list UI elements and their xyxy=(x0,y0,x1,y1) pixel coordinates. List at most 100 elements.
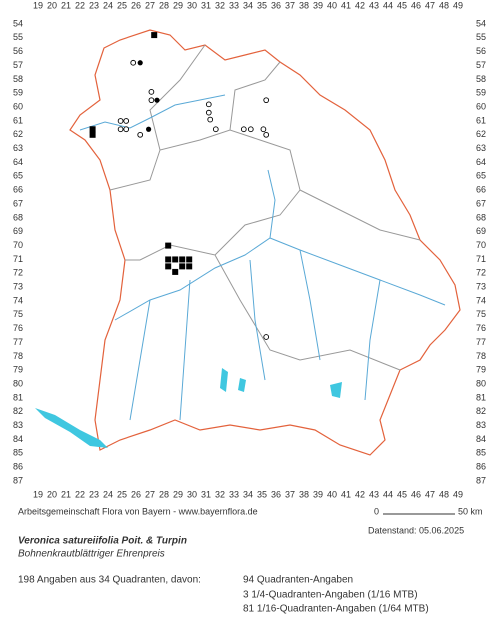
column-label: 41 xyxy=(341,0,351,10)
record-open xyxy=(263,131,270,138)
row-label: 71 xyxy=(476,254,486,264)
column-label: 45 xyxy=(397,489,407,499)
column-label: 21 xyxy=(61,489,71,499)
row-label: 79 xyxy=(476,365,486,375)
row-label: 77 xyxy=(13,337,23,347)
row-label: 62 xyxy=(476,129,486,139)
column-label: 26 xyxy=(131,0,141,10)
row-label: 59 xyxy=(476,88,486,98)
row-label: 72 xyxy=(13,268,23,278)
column-label: 49 xyxy=(453,489,463,499)
column-label: 42 xyxy=(355,489,365,499)
row-label: 70 xyxy=(13,240,23,250)
column-label: 37 xyxy=(285,489,295,499)
row-label: 87 xyxy=(13,475,23,485)
row-label: 67 xyxy=(13,198,23,208)
row-label: 64 xyxy=(13,157,23,167)
record-open xyxy=(207,116,214,123)
record-open xyxy=(263,334,270,340)
record-square xyxy=(165,256,172,263)
column-label: 43 xyxy=(369,0,379,10)
column-label: 22 xyxy=(75,489,85,499)
credit: Arbeitsgemeinschaft Flora von Bayern - w… xyxy=(18,506,258,516)
column-label: 24 xyxy=(103,489,113,499)
row-label: 80 xyxy=(13,378,23,388)
row-label: 82 xyxy=(476,406,486,416)
row-label: 62 xyxy=(13,129,23,139)
column-label: 36 xyxy=(271,489,281,499)
row-label: 85 xyxy=(476,448,486,458)
row-label: 78 xyxy=(476,351,486,361)
title: Veronica satureiifolia Poit. & Turpin xyxy=(18,536,187,547)
row-label: 57 xyxy=(13,60,23,70)
row-label: 54 xyxy=(13,18,23,28)
record-open xyxy=(205,109,212,116)
column-label: 35 xyxy=(257,489,267,499)
column-label: 20 xyxy=(47,489,57,499)
record-square xyxy=(172,256,179,263)
row-label: 84 xyxy=(476,434,486,444)
record-dot xyxy=(154,97,160,103)
row-label: 68 xyxy=(13,212,23,222)
row-label: 65 xyxy=(13,171,23,181)
row-label: 86 xyxy=(476,462,486,472)
row-label: 58 xyxy=(476,74,486,84)
row-label: 73 xyxy=(13,282,23,292)
row-label: 75 xyxy=(13,309,23,319)
row-label: 81 xyxy=(476,392,486,402)
record-square xyxy=(172,268,179,275)
row-label: 87 xyxy=(476,475,486,485)
record-open xyxy=(148,97,155,104)
row-label: 56 xyxy=(476,46,486,56)
row-label: 57 xyxy=(476,60,486,70)
record-open xyxy=(117,118,124,124)
column-label: 40 xyxy=(327,489,337,499)
record-open xyxy=(137,131,144,138)
column-label: 28 xyxy=(159,0,169,10)
column-label: 19 xyxy=(33,0,43,10)
record-square xyxy=(89,131,96,138)
row-label: 75 xyxy=(476,309,486,319)
date: Datenstand: 05.06.2025 xyxy=(368,525,464,535)
row-label: 54 xyxy=(476,18,486,28)
column-label: 41 xyxy=(341,489,351,499)
column-label: 32 xyxy=(215,489,225,499)
column-label: 19 xyxy=(33,489,43,499)
record-open xyxy=(212,126,219,133)
column-label: 26 xyxy=(131,489,141,499)
column-label: 37 xyxy=(285,0,295,10)
record-open xyxy=(247,126,254,133)
scale-start: 0 xyxy=(374,506,379,516)
breakdown-item: 3 1/4-Quadranten-Angaben (1/16 MTB) xyxy=(243,590,418,601)
subtitle: Bohnenkrautblättriger Ehrenpreis xyxy=(18,549,165,560)
column-label: 44 xyxy=(383,489,393,499)
summary: 198 Angaben aus 34 Quadranten, davon: xyxy=(18,575,201,586)
row-label: 70 xyxy=(476,240,486,250)
record-open xyxy=(240,126,247,133)
record-open xyxy=(263,97,270,104)
row-label: 79 xyxy=(13,365,23,375)
column-label: 27 xyxy=(145,489,155,499)
row-label: 66 xyxy=(476,185,486,195)
row-label: 66 xyxy=(13,185,23,195)
record-square xyxy=(151,32,158,39)
breakdown-item: 94 Quadranten-Angaben xyxy=(243,575,353,586)
row-label: 63 xyxy=(476,143,486,153)
column-label: 48 xyxy=(439,489,449,499)
column-label: 38 xyxy=(299,489,309,499)
column-label: 47 xyxy=(425,0,435,10)
row-label: 78 xyxy=(13,351,23,361)
column-label: 31 xyxy=(201,0,211,10)
column-label: 47 xyxy=(425,489,435,499)
column-label: 23 xyxy=(89,0,99,10)
column-label: 28 xyxy=(159,489,169,499)
column-label: 27 xyxy=(145,0,155,10)
row-label: 84 xyxy=(13,434,23,444)
record-open xyxy=(205,101,212,108)
column-label: 43 xyxy=(369,489,379,499)
lake xyxy=(35,408,108,448)
record-square xyxy=(179,256,186,263)
record-open xyxy=(123,118,130,124)
column-label: 45 xyxy=(397,0,407,10)
